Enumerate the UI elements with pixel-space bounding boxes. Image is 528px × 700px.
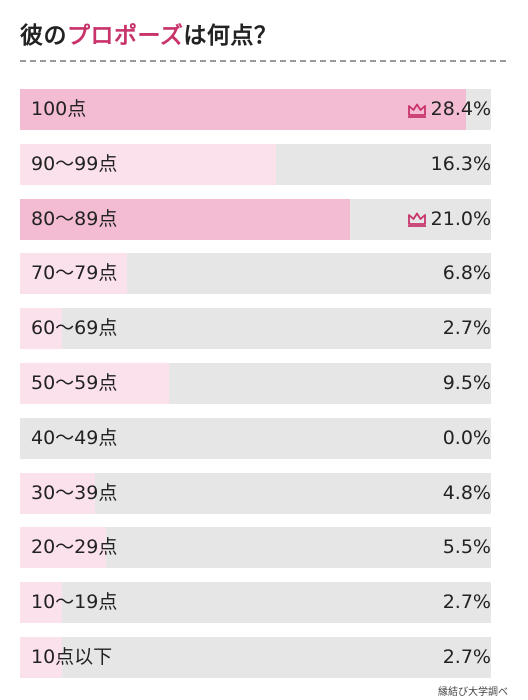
value-label: 9.5%: [443, 363, 491, 404]
value-text: 2.7%: [442, 317, 491, 340]
bar-row: 90〜99点 16.3%: [20, 143, 491, 185]
value-label: 28.4%: [407, 89, 491, 130]
chart-title: 彼のプロポーズは何点？: [20, 16, 277, 50]
bar: [20, 89, 466, 130]
title-suffix: は何点？: [183, 23, 278, 49]
value-text: 28.4%: [430, 98, 491, 120]
category-label: 60〜69点: [31, 317, 118, 340]
bar: [20, 362, 170, 404]
category-label: 10点以下: [31, 645, 113, 668]
bar: [20, 582, 63, 624]
bar-row: 20〜29点 5.5%: [20, 527, 491, 569]
category-label: 100点: [31, 98, 87, 120]
title-divider: [20, 60, 506, 62]
value-text: 6.8%: [442, 262, 491, 285]
title-accent: プロポーズ: [67, 23, 184, 49]
value-label: 5.5%: [443, 527, 491, 568]
category-label: 10〜19点: [31, 591, 118, 614]
bar-row: 10〜19点 2.7%: [20, 582, 491, 624]
bar: [20, 527, 107, 569]
category-label: 30〜39点: [31, 481, 118, 504]
bar-row: 30〜39点 4.8%: [20, 472, 491, 514]
crown-icon: [407, 212, 426, 227]
bar: [20, 308, 63, 350]
source-note: 縁結び大学調べ: [438, 687, 508, 698]
value-text: 2.7%: [442, 591, 491, 614]
value-text: 16.3%: [430, 152, 491, 175]
bar: [20, 636, 63, 678]
value-label: 2.7%: [443, 637, 491, 678]
value-label: 4.8%: [443, 473, 491, 514]
bar: [20, 253, 127, 295]
value-text: 21.0%: [430, 207, 491, 230]
crown-icon: [407, 103, 426, 118]
category-label: 70〜79点: [31, 262, 118, 285]
value-text: 2.7%: [442, 645, 491, 668]
value-label: 21.0%: [407, 199, 491, 240]
value-text: 0.0%: [442, 426, 491, 449]
value-label: 0.0%: [443, 418, 491, 459]
bar-row: 50〜59点 9.5%: [20, 362, 491, 404]
value-text: 9.5%: [442, 371, 491, 394]
bar: [20, 472, 96, 514]
value-label: 6.8%: [443, 253, 491, 294]
category-label: 50〜59点: [31, 371, 118, 394]
bar-row: 60〜69点 2.7%: [20, 308, 491, 350]
value-text: 5.5%: [442, 536, 491, 559]
category-label: 90〜99点: [31, 152, 118, 175]
bar: [20, 198, 350, 240]
value-label: 2.7%: [443, 582, 491, 623]
bar-row: 100点 28.4%: [20, 89, 491, 130]
bar-row: 70〜79点 6.8%: [20, 253, 491, 295]
category-label: 80〜89点: [31, 207, 118, 230]
bar-row: 40〜49点 0.0%: [20, 417, 491, 459]
bar-chart: 100点 28.4% 90〜99点 16.3% 80〜89点 21.0% 70〜79点 6.8…: [20, 89, 491, 692]
bar-row: 10点以下 2.7%: [20, 636, 491, 678]
value-text: 4.8%: [442, 481, 491, 504]
value-label: 16.3%: [431, 144, 491, 185]
category-label: 20〜29点: [31, 536, 118, 559]
bar: [20, 143, 276, 185]
value-label: 2.7%: [443, 308, 491, 349]
title-prefix: 彼の: [20, 23, 67, 49]
category-label: 40〜49点: [31, 426, 118, 449]
bar-row: 80〜89点 21.0%: [20, 198, 491, 240]
